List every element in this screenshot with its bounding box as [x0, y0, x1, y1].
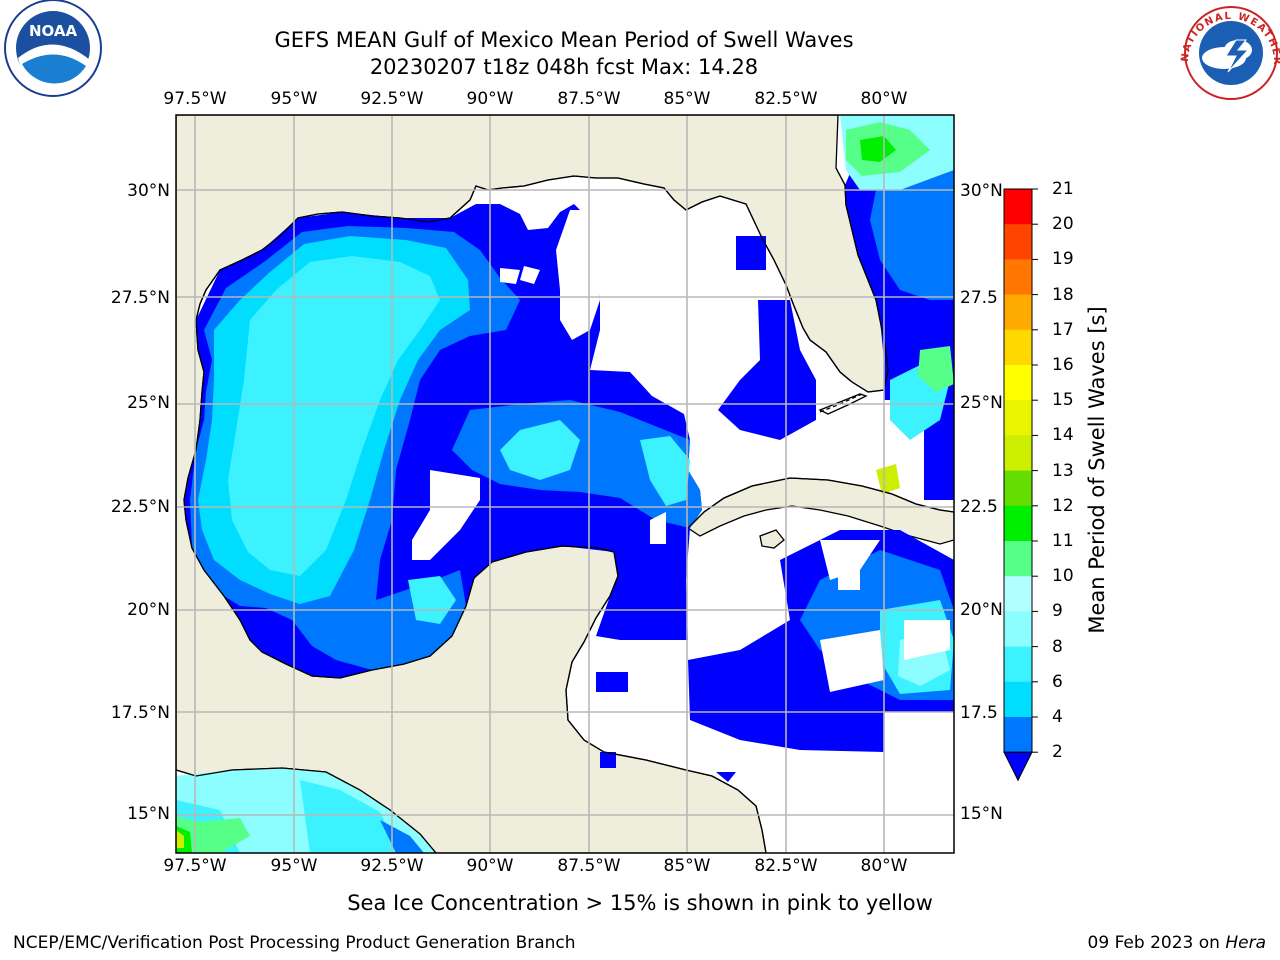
lon-tick-bottom: 87.5°W [557, 856, 621, 876]
colorbar-swatch [1004, 435, 1032, 472]
colorbar [1003, 188, 1038, 782]
colorbar-tick-label: 17 [1052, 319, 1074, 340]
lon-tick-bottom: 80°W [860, 856, 908, 876]
colorbar-swatch [1004, 224, 1032, 260]
figure-title: GEFS MEAN Gulf of Mexico Mean Period of … [274, 28, 854, 52]
swell-field [176, 115, 954, 853]
colorbar-tick-label: 16 [1052, 355, 1074, 375]
colorbar-tick-label: 13 [1052, 460, 1074, 481]
colorbar-swatch [1004, 505, 1032, 542]
colorbar-tick-label: 18 [1052, 284, 1074, 305]
lon-tick-bottom: 92.5°W [360, 856, 424, 876]
map-area [176, 115, 954, 853]
noaa-logo-text: NOAA [29, 22, 78, 40]
colorbar-swatch [1004, 294, 1032, 331]
lon-tick-top: 90°W [466, 89, 514, 109]
colorbar-tick-label: 20 [1052, 214, 1074, 235]
lon-tick-top: 87.5°W [557, 89, 621, 109]
lat-tick-right: 20°N [960, 600, 1003, 620]
graticule [176, 115, 954, 853]
lat-tick-left: 30°N [127, 181, 170, 201]
noaa-logo: NOAA [4, 0, 102, 97]
lat-tick-left: 15°N [127, 804, 170, 824]
colorbar-tick-label: 19 [1052, 249, 1074, 270]
lat-tick-left: 22.5°N [110, 497, 170, 517]
lat-tick-left: 20°N [127, 600, 170, 620]
colorbar-swatch [1004, 189, 1032, 225]
colorbar-swatch [1004, 365, 1032, 401]
colorbar-swatch [1004, 329, 1032, 366]
lon-tick-top: 82.5°W [754, 89, 818, 109]
footer-host: Hera [1225, 933, 1266, 953]
lat-tick-right: 25°N [960, 393, 1003, 413]
lat-tick-right: 30°N [960, 181, 1003, 201]
lon-tick-bottom: 82.5°W [754, 856, 818, 876]
lon-tick-bottom: 90°W [466, 856, 514, 876]
lon-tick-top: 97.5°W [163, 89, 227, 109]
colorbar-tick-label: 15 [1052, 390, 1074, 411]
lat-tick-right: 15°N [960, 804, 1003, 824]
colorbar-swatch [1004, 259, 1032, 296]
lon-tick-top: 92.5°W [360, 89, 424, 109]
colorbar-swatch [1004, 681, 1032, 718]
colorbar-tick-label: 9 [1052, 601, 1063, 622]
colorbar-swatch [1004, 576, 1032, 612]
colorbar-tick-label: 21 [1052, 179, 1074, 199]
lon-tick-top: 80°W [860, 89, 908, 109]
lon-tick-bottom: 97.5°W [163, 856, 227, 876]
colorbar-label: Mean Period of Swell Waves [s] [1085, 306, 1109, 634]
lat-tick-left: 25°N [127, 393, 170, 413]
figure-subtitle: 20230207 t18z 048h fcst Max: 14.28 [369, 55, 759, 79]
colorbar-swatch [1004, 470, 1032, 507]
colorbar-swatch [1004, 400, 1032, 436]
lat-tick-right: 17.5 [960, 703, 998, 723]
colorbar-tick-label: 4 [1052, 707, 1063, 727]
colorbar-extend-arrow [1003, 751, 1033, 782]
footer-date: 09 Feb 2023 on Hera [1087, 933, 1266, 953]
lat-tick-right: 22.5 [960, 497, 998, 517]
footer-branch: NCEP/EMC/Verification Post Processing Pr… [13, 933, 576, 953]
lat-tick-left: 27.5°N [110, 288, 170, 308]
colorbar-tick-label: 11 [1052, 531, 1074, 551]
colorbar-tick-label: 6 [1052, 671, 1063, 692]
colorbar-tick-label: 14 [1052, 425, 1074, 446]
lat-tick-right: 27.5 [960, 288, 998, 308]
colorbar-tick-label: 8 [1052, 636, 1063, 657]
colorbar-tick-label: 2 [1052, 742, 1063, 763]
lat-tick-left: 17.5°N [110, 703, 170, 723]
lon-tick-bottom: 95°W [270, 856, 318, 876]
map-frame [175, 114, 955, 854]
colorbar-swatch [1004, 611, 1032, 648]
colorbar-swatch [1004, 646, 1032, 683]
lon-tick-top: 95°W [270, 89, 318, 109]
lon-tick-bottom: 85°W [663, 856, 711, 876]
colorbar-tick-label: 10 [1052, 566, 1074, 587]
colorbar-tick-label: 12 [1052, 495, 1074, 516]
lon-tick-top: 85°W [663, 89, 711, 109]
colorbar-swatch [1004, 717, 1032, 753]
colorbar-swatch [1004, 541, 1032, 577]
